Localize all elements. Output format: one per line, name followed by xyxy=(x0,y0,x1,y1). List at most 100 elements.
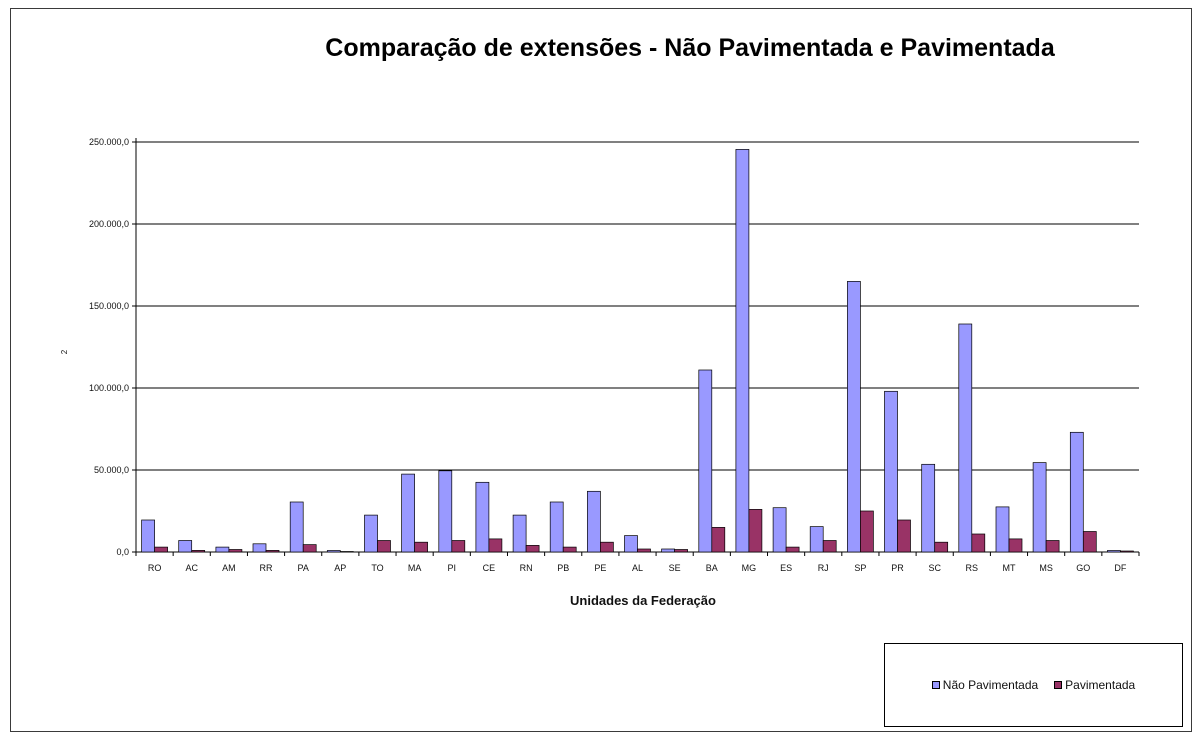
bar-pavimentada-ce xyxy=(488,538,503,553)
x-tick-label-ap: AP xyxy=(334,563,346,573)
x-tick-label-ms: MS xyxy=(1039,563,1053,573)
x-tick-label-es: ES xyxy=(780,563,792,573)
y-tick-labels: 0,0 50.000,0 100.000,0 150.000,0 200.000,0 25… xyxy=(89,137,129,557)
bar-nao-pavimentada-pb xyxy=(549,501,564,553)
legend-swatch-nao-pavimentada xyxy=(931,681,940,689)
bar-pavimentada-am xyxy=(228,549,243,553)
bar-nao-pavimentada-pi xyxy=(438,470,453,553)
bar-nao-pavimentada-to xyxy=(364,514,378,553)
bar-pavimentada-rs xyxy=(971,533,986,553)
bar-nao-pavimentada-mg xyxy=(735,149,750,553)
x-tick-label-pr: PR xyxy=(891,563,904,573)
bar-pavimentada-ac xyxy=(191,550,206,553)
x-tick-label-pi: PI xyxy=(448,563,457,573)
y-axis-label: 2 xyxy=(60,349,69,354)
x-tick-label-to: TO xyxy=(371,563,383,573)
bars xyxy=(141,149,1134,553)
y-tick-label: 150.000,0 xyxy=(89,301,129,311)
bar-pavimentada-rr xyxy=(265,550,280,553)
x-axis-label: Unidades da Federação xyxy=(570,593,716,608)
x-tick-label-ba: BA xyxy=(706,563,718,573)
bar-nao-pavimentada-mt xyxy=(995,506,1010,553)
chart-legend: Não Pavimentada Pavimentada xyxy=(884,643,1183,727)
x-tick-label-sp: SP xyxy=(854,563,866,573)
bar-pavimentada-rn xyxy=(525,545,540,553)
x-tick-label-sc: SC xyxy=(928,563,941,573)
bar-pavimentada-to xyxy=(377,540,391,553)
bar-nao-pavimentada-pa xyxy=(289,501,304,553)
chart-area: Comparação de extensões - Não Pavimentad… xyxy=(10,8,1192,732)
bar-nao-pavimentada-ma xyxy=(401,473,415,553)
x-tick-label-ma: MA xyxy=(408,563,422,573)
legend-item-pavimentada: Pavimentada xyxy=(1054,678,1135,692)
bar-nao-pavimentada-rr xyxy=(252,543,267,553)
bar-pavimentada-df xyxy=(1120,550,1134,553)
x-tick-label-df: DF xyxy=(1114,563,1126,573)
y-tick-label: 250.000,0 xyxy=(89,137,129,147)
x-tick-label-go: GO xyxy=(1076,563,1090,573)
x-tick-label-al: AL xyxy=(632,563,643,573)
y-tick-label: 50.000,0 xyxy=(94,465,129,475)
bar-pavimentada-mg xyxy=(748,509,763,553)
bar-pavimentada-ba xyxy=(711,527,726,553)
bar-nao-pavimentada-go xyxy=(1069,431,1084,553)
bar-nao-pavimentada-df xyxy=(1107,550,1121,553)
bar-pavimentada-se xyxy=(674,549,688,553)
axes xyxy=(132,138,1140,556)
bar-nao-pavimentada-ms xyxy=(1032,462,1047,553)
bar-nao-pavimentada-ap xyxy=(326,550,341,553)
bar-nao-pavimentada-sp xyxy=(847,281,861,553)
bar-nao-pavimentada-rn xyxy=(512,514,527,553)
legend-swatch-pavimentada xyxy=(1054,681,1063,689)
bar-pavimentada-ap xyxy=(339,551,354,553)
x-tick-label-mg: MG xyxy=(742,563,757,573)
legend-item-nao-pavimentada: Não Pavimentada xyxy=(931,678,1039,692)
bar-nao-pavimentada-ro xyxy=(141,519,155,553)
x-tick-label-ce: CE xyxy=(483,563,496,573)
bar-pavimentada-pi xyxy=(451,540,466,553)
bar-chart: Comparação de extensões - Não Pavimentad… xyxy=(60,34,1140,608)
bar-pavimentada-mt xyxy=(1008,538,1023,553)
x-tick-label-ro: RO xyxy=(148,563,162,573)
bar-pavimentada-go xyxy=(1082,531,1097,553)
x-tick-label-mt: MT xyxy=(1003,563,1016,573)
bar-pavimentada-pb xyxy=(562,546,577,553)
bar-nao-pavimentada-se xyxy=(661,548,675,553)
x-tick-label-am: AM xyxy=(222,563,236,573)
bar-pavimentada-sc xyxy=(934,541,949,553)
bar-nao-pavimentada-rs xyxy=(958,323,973,553)
bar-nao-pavimentada-ba xyxy=(698,369,713,553)
bar-pavimentada-es xyxy=(785,546,800,553)
bar-nao-pavimentada-sc xyxy=(921,463,936,553)
bar-nao-pavimentada-rj xyxy=(809,526,824,553)
bar-pavimentada-ro xyxy=(154,546,168,553)
y-tick-label: 0,0 xyxy=(116,547,129,557)
bar-pavimentada-al xyxy=(637,548,651,553)
x-tick-label-rs: RS xyxy=(966,563,979,573)
chart-title: Comparação de extensões - Não Pavimentad… xyxy=(325,34,1056,62)
bar-pavimentada-rj xyxy=(822,540,837,553)
bar-pavimentada-ma xyxy=(414,541,428,553)
x-tick-label-se: SE xyxy=(669,563,681,573)
bar-nao-pavimentada-ce xyxy=(475,481,490,553)
bar-nao-pavimentada-ac xyxy=(178,540,193,553)
bar-pavimentada-sp xyxy=(860,510,874,553)
bar-pavimentada-ms xyxy=(1045,540,1060,553)
bar-nao-pavimentada-am xyxy=(215,546,230,553)
legend-label-pavimentada: Pavimentada xyxy=(1065,678,1136,692)
y-tick-label: 100.000,0 xyxy=(89,383,129,393)
bar-pavimentada-pa xyxy=(302,544,317,553)
bar-nao-pavimentada-pe xyxy=(587,490,601,553)
bar-nao-pavimentada-es xyxy=(772,507,787,553)
y-tick-label: 200.000,0 xyxy=(89,219,129,229)
x-tick-label-pe: PE xyxy=(594,563,606,573)
x-tick-label-rr: RR xyxy=(260,563,273,573)
bar-pavimentada-pe xyxy=(600,541,614,553)
bar-nao-pavimentada-pr xyxy=(884,390,898,553)
legend-label-nao-pavimentada: Não Pavimentada xyxy=(942,678,1039,692)
x-tick-label-pb: PB xyxy=(557,563,569,573)
x-tick-label-rj: RJ xyxy=(818,563,829,573)
x-tick-label-pa: PA xyxy=(298,563,309,573)
x-tick-label-ac: AC xyxy=(185,563,198,573)
bar-pavimentada-pr xyxy=(897,519,911,553)
